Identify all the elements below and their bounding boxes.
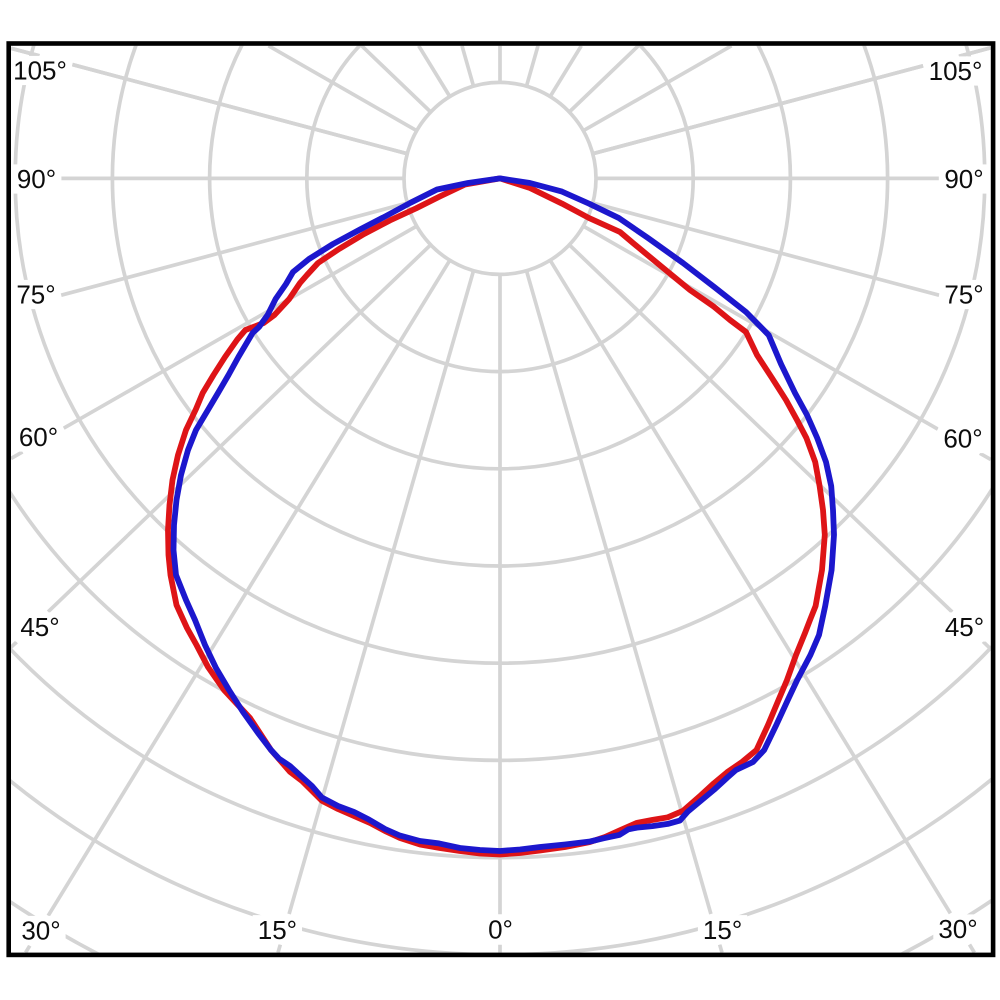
svg-text:90°: 90°	[17, 164, 56, 194]
svg-text:30°: 30°	[21, 916, 60, 946]
svg-text:0°: 0°	[488, 915, 513, 945]
svg-text:45°: 45°	[20, 612, 59, 642]
svg-text:105°: 105°	[929, 56, 983, 86]
svg-text:15°: 15°	[258, 915, 297, 945]
svg-text:75°: 75°	[944, 280, 983, 310]
svg-text:15°: 15°	[703, 915, 742, 945]
svg-text:60°: 60°	[943, 424, 982, 454]
svg-text:105°: 105°	[13, 56, 67, 86]
svg-text:30°: 30°	[938, 914, 977, 944]
svg-text:90°: 90°	[944, 164, 983, 194]
svg-text:75°: 75°	[16, 280, 55, 310]
svg-text:60°: 60°	[19, 422, 58, 452]
svg-text:45°: 45°	[945, 612, 984, 642]
